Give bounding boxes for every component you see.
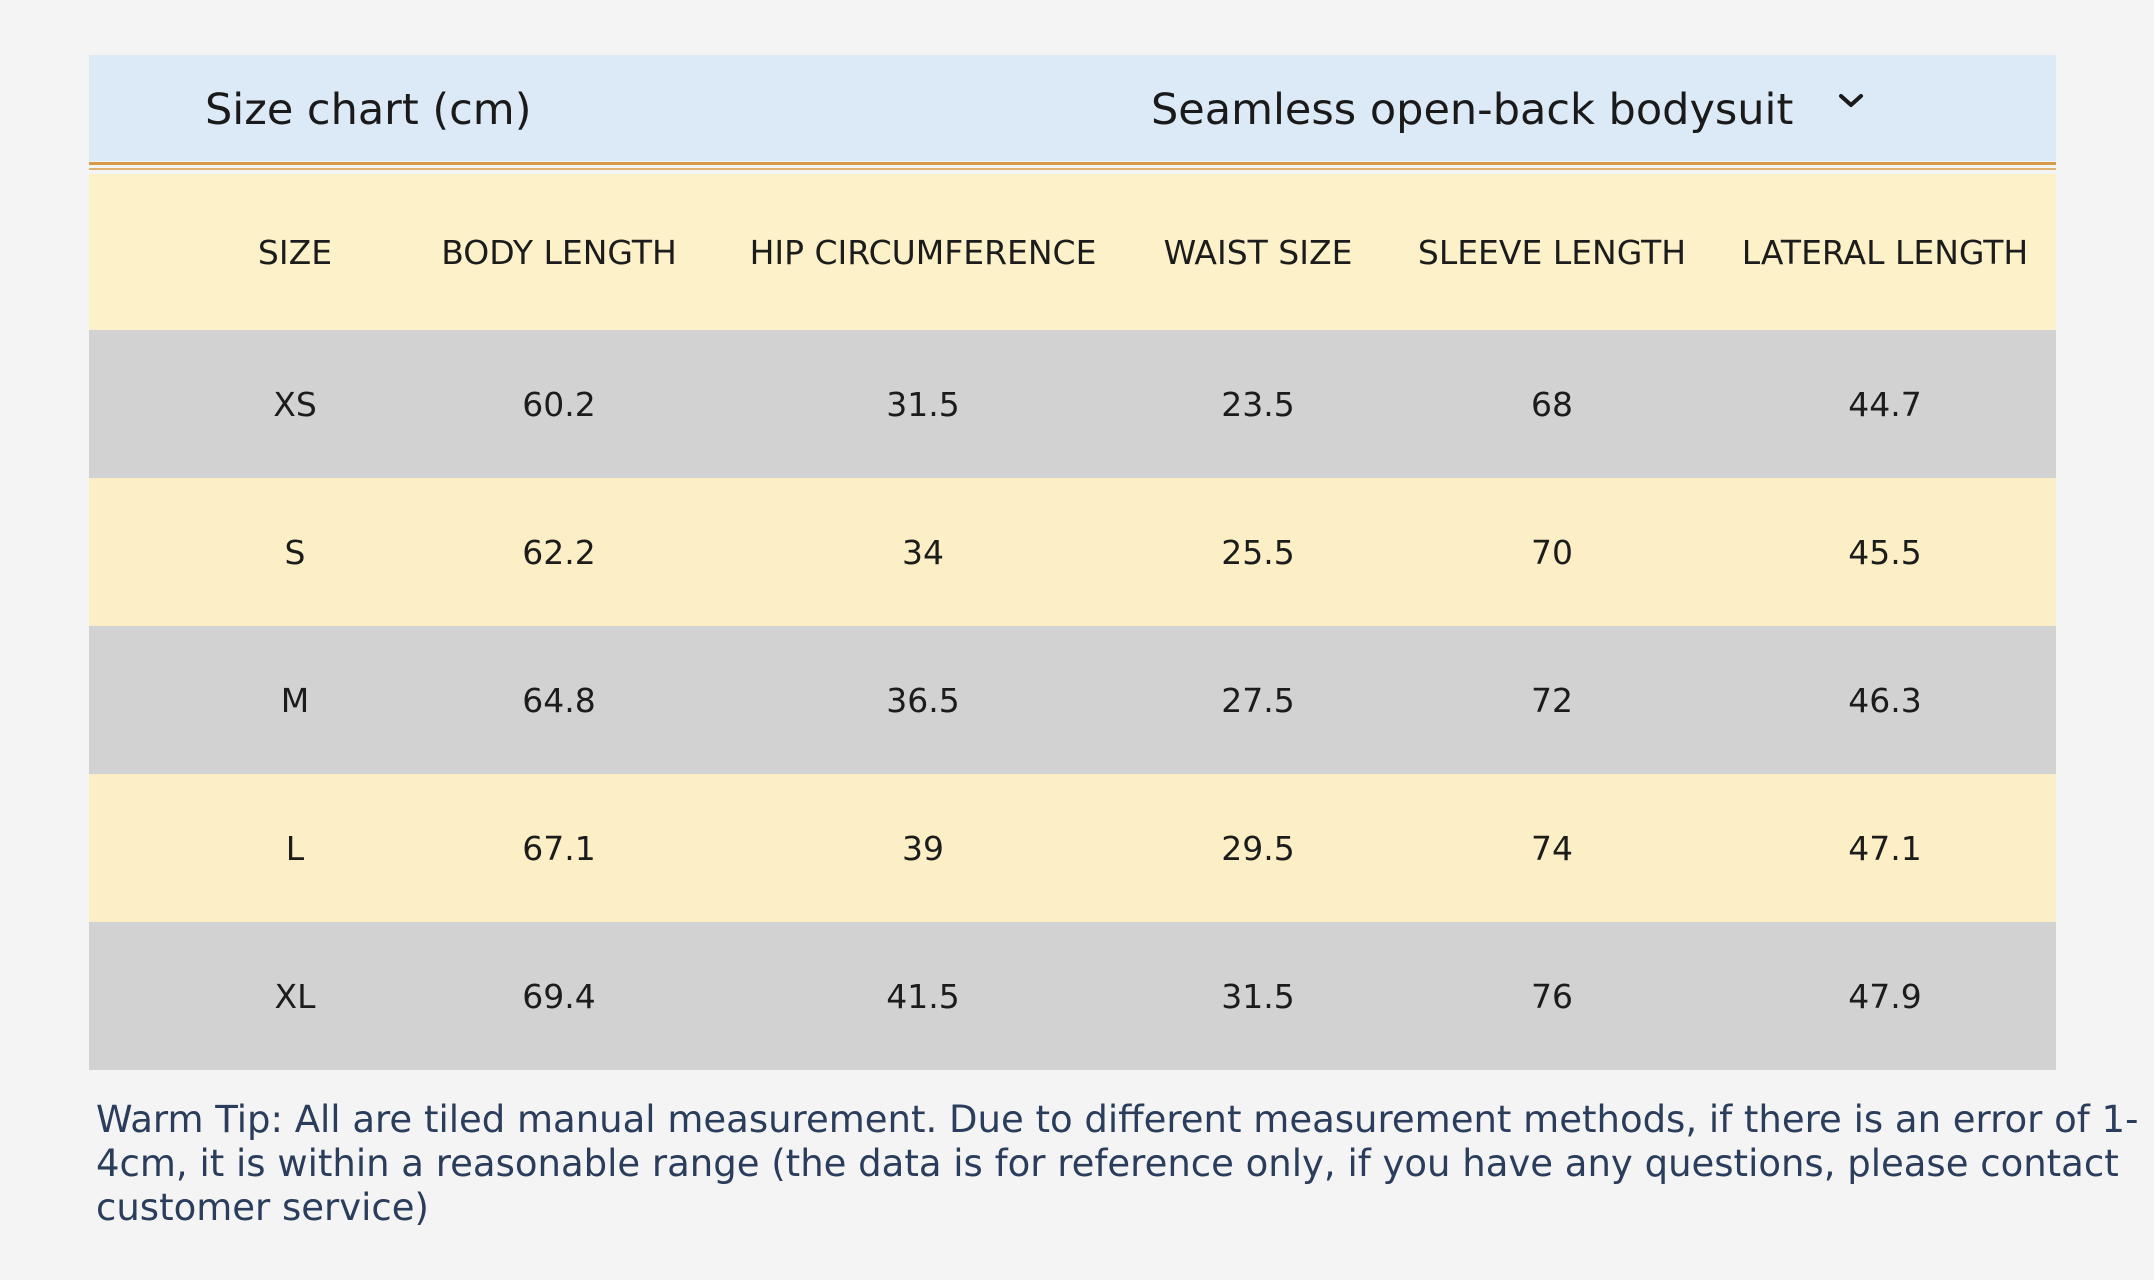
measure-cell: 68 <box>1531 384 1573 424</box>
measure-cell: 31.5 <box>886 384 960 424</box>
measure-cell: 23.5 <box>1221 384 1295 424</box>
header-bar: Size chart (cm) Seamless open-back bodys… <box>89 55 2056 161</box>
measure-cell: 62.2 <box>522 532 596 572</box>
measure-cell: 47.9 <box>1848 976 1922 1016</box>
measure-cell: 29.5 <box>1221 828 1295 868</box>
column-header: SLEEVE LENGTH <box>1417 232 1687 272</box>
measure-cell: 46.3 <box>1848 680 1922 720</box>
chart-title: Size chart (cm) <box>205 85 532 135</box>
measure-cell: 70 <box>1531 532 1573 572</box>
dropdown-icon[interactable] <box>1837 91 1865 111</box>
warm-tip: Warm Tip: All are tiled manual measureme… <box>96 1098 2139 1229</box>
measure-cell: 69.4 <box>522 976 596 1016</box>
size-cell: L <box>285 828 305 868</box>
measure-cell: 67.1 <box>522 828 596 868</box>
header-row: SIZE BODY LENGTH HIP CIRCUMFERENCE WAIST SI… <box>89 174 2056 330</box>
measure-cell: 44.7 <box>1848 384 1922 424</box>
measure-cell: 25.5 <box>1221 532 1295 572</box>
column-header: WAIST SIZE <box>1163 232 1353 272</box>
divider <box>89 162 2056 165</box>
measure-cell: 39 <box>902 828 944 868</box>
measure-cell: 31.5 <box>1221 976 1295 1016</box>
measure-cell: 72 <box>1531 680 1573 720</box>
measure-cell: 47.1 <box>1848 828 1922 868</box>
table-row: XS 60.2 31.5 23.5 68 44.7 <box>89 330 2056 478</box>
measure-cell: 76 <box>1531 976 1573 1016</box>
measure-cell: 34 <box>902 532 944 572</box>
size-table: SIZE BODY LENGTH HIP CIRCUMFERENCE WAIST SI… <box>89 174 2056 1070</box>
column-header: BODY LENGTH <box>441 232 677 272</box>
measure-cell: 64.8 <box>522 680 596 720</box>
measure-cell: 45.5 <box>1848 532 1922 572</box>
measure-cell: 74 <box>1531 828 1573 868</box>
size-cell: XS <box>273 384 317 424</box>
table-row: M 64.8 36.5 27.5 72 46.3 <box>89 626 2056 774</box>
size-cell: S <box>284 532 306 572</box>
table-row: L 67.1 39 29.5 74 47.1 <box>89 774 2056 922</box>
measure-cell: 27.5 <box>1221 680 1295 720</box>
table-row: XL 69.4 41.5 31.5 76 47.9 <box>89 922 2056 1070</box>
column-header: SIZE <box>257 232 333 272</box>
product-selector[interactable]: Seamless open-back bodysuit <box>1151 85 1794 135</box>
size-cell: M <box>280 680 310 720</box>
table-row: S 62.2 34 25.5 70 45.5 <box>89 478 2056 626</box>
size-cell: XL <box>274 976 316 1016</box>
measure-cell: 60.2 <box>522 384 596 424</box>
column-header: HIP CIRCUMFERENCE <box>749 232 1097 272</box>
column-header: LATERAL LENGTH <box>1741 232 2029 272</box>
divider <box>89 168 2056 170</box>
measure-cell: 41.5 <box>886 976 960 1016</box>
measure-cell: 36.5 <box>886 680 960 720</box>
